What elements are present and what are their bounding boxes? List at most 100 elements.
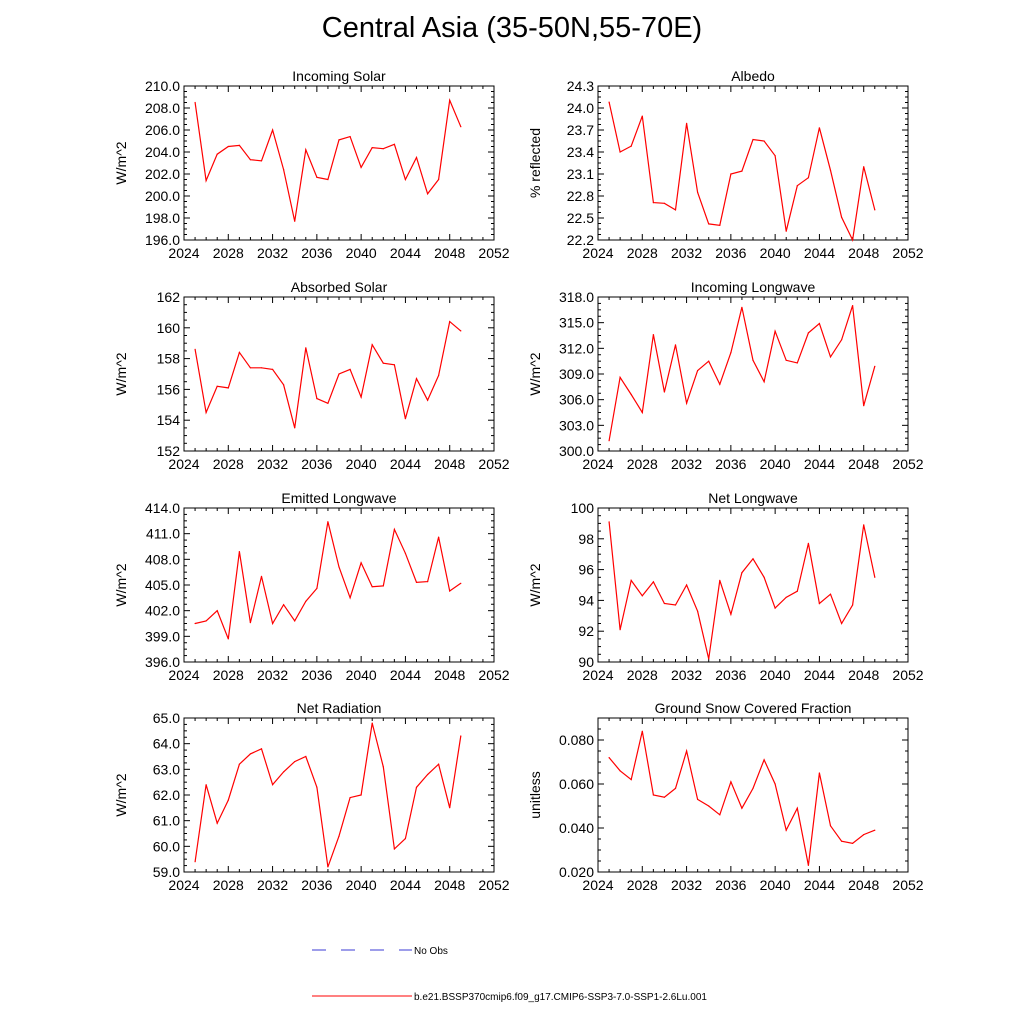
x-tick-label: 2044	[390, 456, 421, 472]
chart-title: Net Longwave	[708, 490, 798, 506]
data-point	[393, 528, 395, 531]
data-point	[294, 220, 296, 222]
x-tick-label: 2032	[671, 667, 702, 683]
data-point	[608, 440, 610, 442]
data-point	[360, 396, 362, 398]
data-point	[763, 759, 765, 761]
data-point	[674, 344, 677, 346]
x-tick-label: 2028	[213, 667, 244, 683]
chart-panel: Absorbed Solar 2024 2028 2032 2036 2040 2044 20…	[113, 279, 510, 472]
y-tick-label: 152	[157, 443, 181, 459]
data-point	[674, 209, 677, 211]
y-tick-label: 196.0	[145, 232, 180, 248]
data-point	[382, 362, 384, 364]
data-point	[796, 807, 798, 809]
data-point	[283, 771, 285, 773]
data-point	[663, 202, 666, 204]
y-tick-label: 414.0	[145, 500, 180, 516]
data-point	[238, 351, 240, 353]
data-point	[752, 558, 754, 560]
y-tick-label: 204.0	[145, 144, 180, 160]
y-tick-label: 160	[157, 320, 181, 336]
data-point	[807, 177, 810, 179]
series-line	[194, 320, 462, 429]
x-tick-label: 2044	[804, 245, 835, 261]
chart-title: Ground Snow Covered Fraction	[655, 700, 852, 716]
x-tick-label: 2024	[168, 667, 199, 683]
data-point	[818, 322, 821, 325]
x-tick-label: 2028	[213, 456, 244, 472]
x-tick-label: 2048	[848, 667, 879, 683]
x-tick-label: 2036	[301, 877, 332, 893]
data-point	[427, 399, 429, 401]
data-point	[338, 835, 340, 837]
x-tick-label: 2040	[760, 877, 791, 893]
y-tick-label: 309.0	[559, 366, 594, 382]
x-tick-label: 2040	[346, 877, 377, 893]
data-point	[741, 170, 743, 172]
x-tick-label: 2036	[715, 245, 746, 261]
data-point	[608, 101, 610, 103]
y-tick-label: 22.2	[567, 232, 594, 248]
y-axis-label: W/m^2	[113, 773, 129, 816]
y-tick-label: 312.0	[559, 340, 594, 356]
data-point	[785, 359, 787, 361]
data-point	[763, 576, 765, 578]
data-point	[663, 602, 666, 605]
x-tick-label: 2048	[434, 667, 465, 683]
y-tick-label: 156	[157, 381, 181, 397]
x-tick-label: 2028	[213, 877, 244, 893]
y-axis-label: W/m^2	[113, 141, 129, 184]
chart-title: Emitted Longwave	[281, 490, 396, 506]
data-point	[730, 173, 732, 175]
data-point	[841, 622, 843, 625]
data-point	[641, 411, 643, 414]
x-tick-label: 2052	[892, 245, 923, 261]
data-point	[863, 405, 865, 407]
data-point	[305, 149, 307, 151]
data-point	[260, 160, 263, 162]
x-tick-label: 2048	[434, 877, 465, 893]
series-line	[608, 521, 876, 660]
y-tick-label: 306.0	[559, 392, 594, 408]
data-point	[829, 169, 832, 171]
data-point	[194, 101, 196, 104]
y-tick-label: 0.080	[559, 732, 594, 748]
legend-label-no-obs: No Obs	[414, 946, 448, 957]
y-axis-label: unitless	[527, 771, 543, 818]
data-point	[686, 122, 688, 124]
data-point	[619, 629, 621, 631]
x-tick-label: 2032	[671, 245, 702, 261]
x-tick-label: 2040	[346, 456, 377, 472]
x-tick-label: 2028	[627, 667, 658, 683]
data-point	[730, 352, 732, 354]
data-point	[641, 730, 643, 732]
data-point	[774, 783, 776, 785]
legend: No Obs b.e21.BSSP370cmip6.f09_g17.CMIP6-S…	[312, 946, 707, 1003]
data-point	[194, 622, 196, 625]
y-tick-label: 98	[578, 531, 594, 547]
data-point	[316, 587, 318, 590]
data-point	[686, 750, 688, 752]
data-point	[260, 367, 263, 369]
chart-panel: Incoming Solar 2024 2028 2032 2036 2040 2044 20…	[113, 68, 510, 261]
data-point	[216, 610, 218, 612]
x-tick-label: 2044	[390, 877, 421, 893]
y-tick-label: 300.0	[559, 443, 594, 459]
data-point	[719, 814, 721, 816]
data-point	[874, 829, 876, 831]
data-point	[686, 584, 688, 586]
chart-title: Albedo	[731, 68, 775, 84]
data-point	[630, 779, 632, 781]
y-tick-label: 0.020	[559, 864, 594, 880]
data-point	[785, 596, 787, 598]
data-point	[752, 787, 754, 790]
y-tick-label: 61.0	[153, 813, 180, 829]
y-axis-label: W/m^2	[113, 352, 129, 395]
data-point	[249, 753, 251, 755]
chart-title: Incoming Longwave	[691, 279, 816, 295]
x-tick-label: 2024	[582, 456, 613, 472]
y-tick-label: 23.7	[567, 122, 594, 138]
x-tick-label: 2052	[478, 877, 509, 893]
data-point	[371, 586, 373, 588]
